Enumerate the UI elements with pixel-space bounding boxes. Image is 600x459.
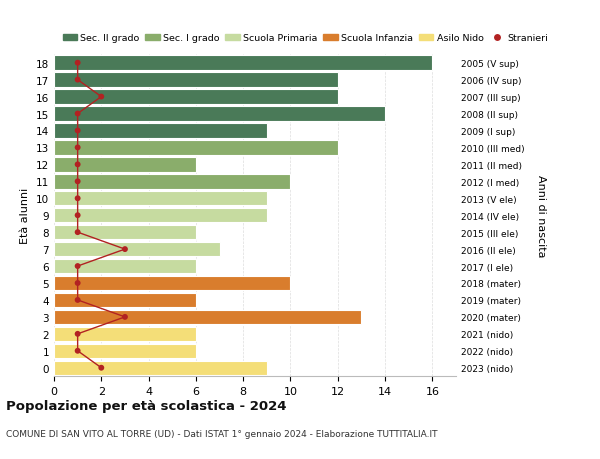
Point	[73, 212, 82, 219]
Point	[97, 364, 106, 372]
Point	[73, 280, 82, 287]
Point	[120, 246, 130, 253]
Bar	[54, 361, 267, 375]
Point	[73, 229, 82, 236]
Bar	[54, 242, 220, 257]
Point	[73, 330, 82, 338]
Point	[73, 297, 82, 304]
Point	[73, 161, 82, 168]
Legend: Sec. II grado, Sec. I grado, Scuola Primaria, Scuola Infanzia, Asilo Nido, Stran: Sec. II grado, Sec. I grado, Scuola Prim…	[59, 31, 552, 47]
Bar	[54, 90, 338, 105]
Bar	[54, 124, 267, 138]
Point	[97, 94, 106, 101]
Point	[73, 195, 82, 202]
Bar	[54, 158, 196, 172]
Bar	[54, 310, 361, 325]
Y-axis label: Età alunni: Età alunni	[20, 188, 31, 244]
Bar	[54, 344, 196, 358]
Point	[73, 77, 82, 84]
Bar	[54, 225, 196, 240]
Point	[73, 145, 82, 152]
Point	[73, 111, 82, 118]
Bar	[54, 56, 433, 71]
Bar	[54, 141, 338, 155]
Y-axis label: Anni di nascita: Anni di nascita	[536, 174, 545, 257]
Bar	[54, 107, 385, 122]
Point	[73, 347, 82, 355]
Point	[73, 60, 82, 67]
Text: Popolazione per età scolastica - 2024: Popolazione per età scolastica - 2024	[6, 399, 287, 412]
Bar	[54, 175, 290, 189]
Bar	[54, 276, 290, 291]
Bar	[54, 293, 196, 308]
Point	[120, 313, 130, 321]
Point	[73, 263, 82, 270]
Bar	[54, 327, 196, 341]
Bar	[54, 73, 338, 88]
Bar	[54, 192, 267, 206]
Point	[73, 178, 82, 185]
Point	[73, 128, 82, 135]
Bar	[54, 208, 267, 223]
Bar	[54, 259, 196, 274]
Text: COMUNE DI SAN VITO AL TORRE (UD) - Dati ISTAT 1° gennaio 2024 - Elaborazione TUT: COMUNE DI SAN VITO AL TORRE (UD) - Dati …	[6, 429, 437, 438]
